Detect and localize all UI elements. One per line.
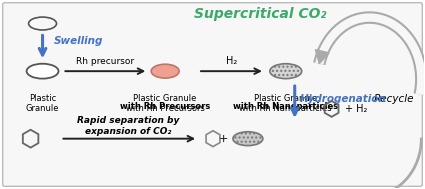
Ellipse shape — [270, 64, 302, 79]
Text: with Rh Precursors: with Rh Precursors — [120, 102, 210, 111]
Polygon shape — [315, 50, 329, 64]
Text: Plastic Granule
with Rh Precursors: Plastic Granule with Rh Precursors — [126, 94, 204, 113]
Text: H₂: H₂ — [226, 56, 238, 66]
Text: Swelling: Swelling — [54, 36, 103, 46]
Text: with Rh Nanoparticles: with Rh Nanoparticles — [233, 102, 338, 111]
Ellipse shape — [151, 64, 179, 78]
FancyBboxPatch shape — [3, 3, 422, 186]
Text: Hydrogenation: Hydrogenation — [300, 94, 386, 104]
Text: Plastic Granule
with Rh Nanoparticles: Plastic Granule with Rh Nanoparticles — [239, 94, 332, 113]
Ellipse shape — [27, 64, 59, 79]
Text: Rapid separation by
expansion of CO₂: Rapid separation by expansion of CO₂ — [77, 116, 179, 136]
Text: Rh precursor: Rh precursor — [76, 57, 134, 66]
Text: Recycle: Recycle — [374, 94, 414, 104]
Ellipse shape — [233, 132, 263, 146]
Text: + H₂: + H₂ — [345, 104, 367, 114]
Text: Plastic
Granule: Plastic Granule — [26, 94, 60, 113]
Text: Supercritical CO₂: Supercritical CO₂ — [194, 7, 326, 21]
Text: +: + — [219, 134, 229, 144]
